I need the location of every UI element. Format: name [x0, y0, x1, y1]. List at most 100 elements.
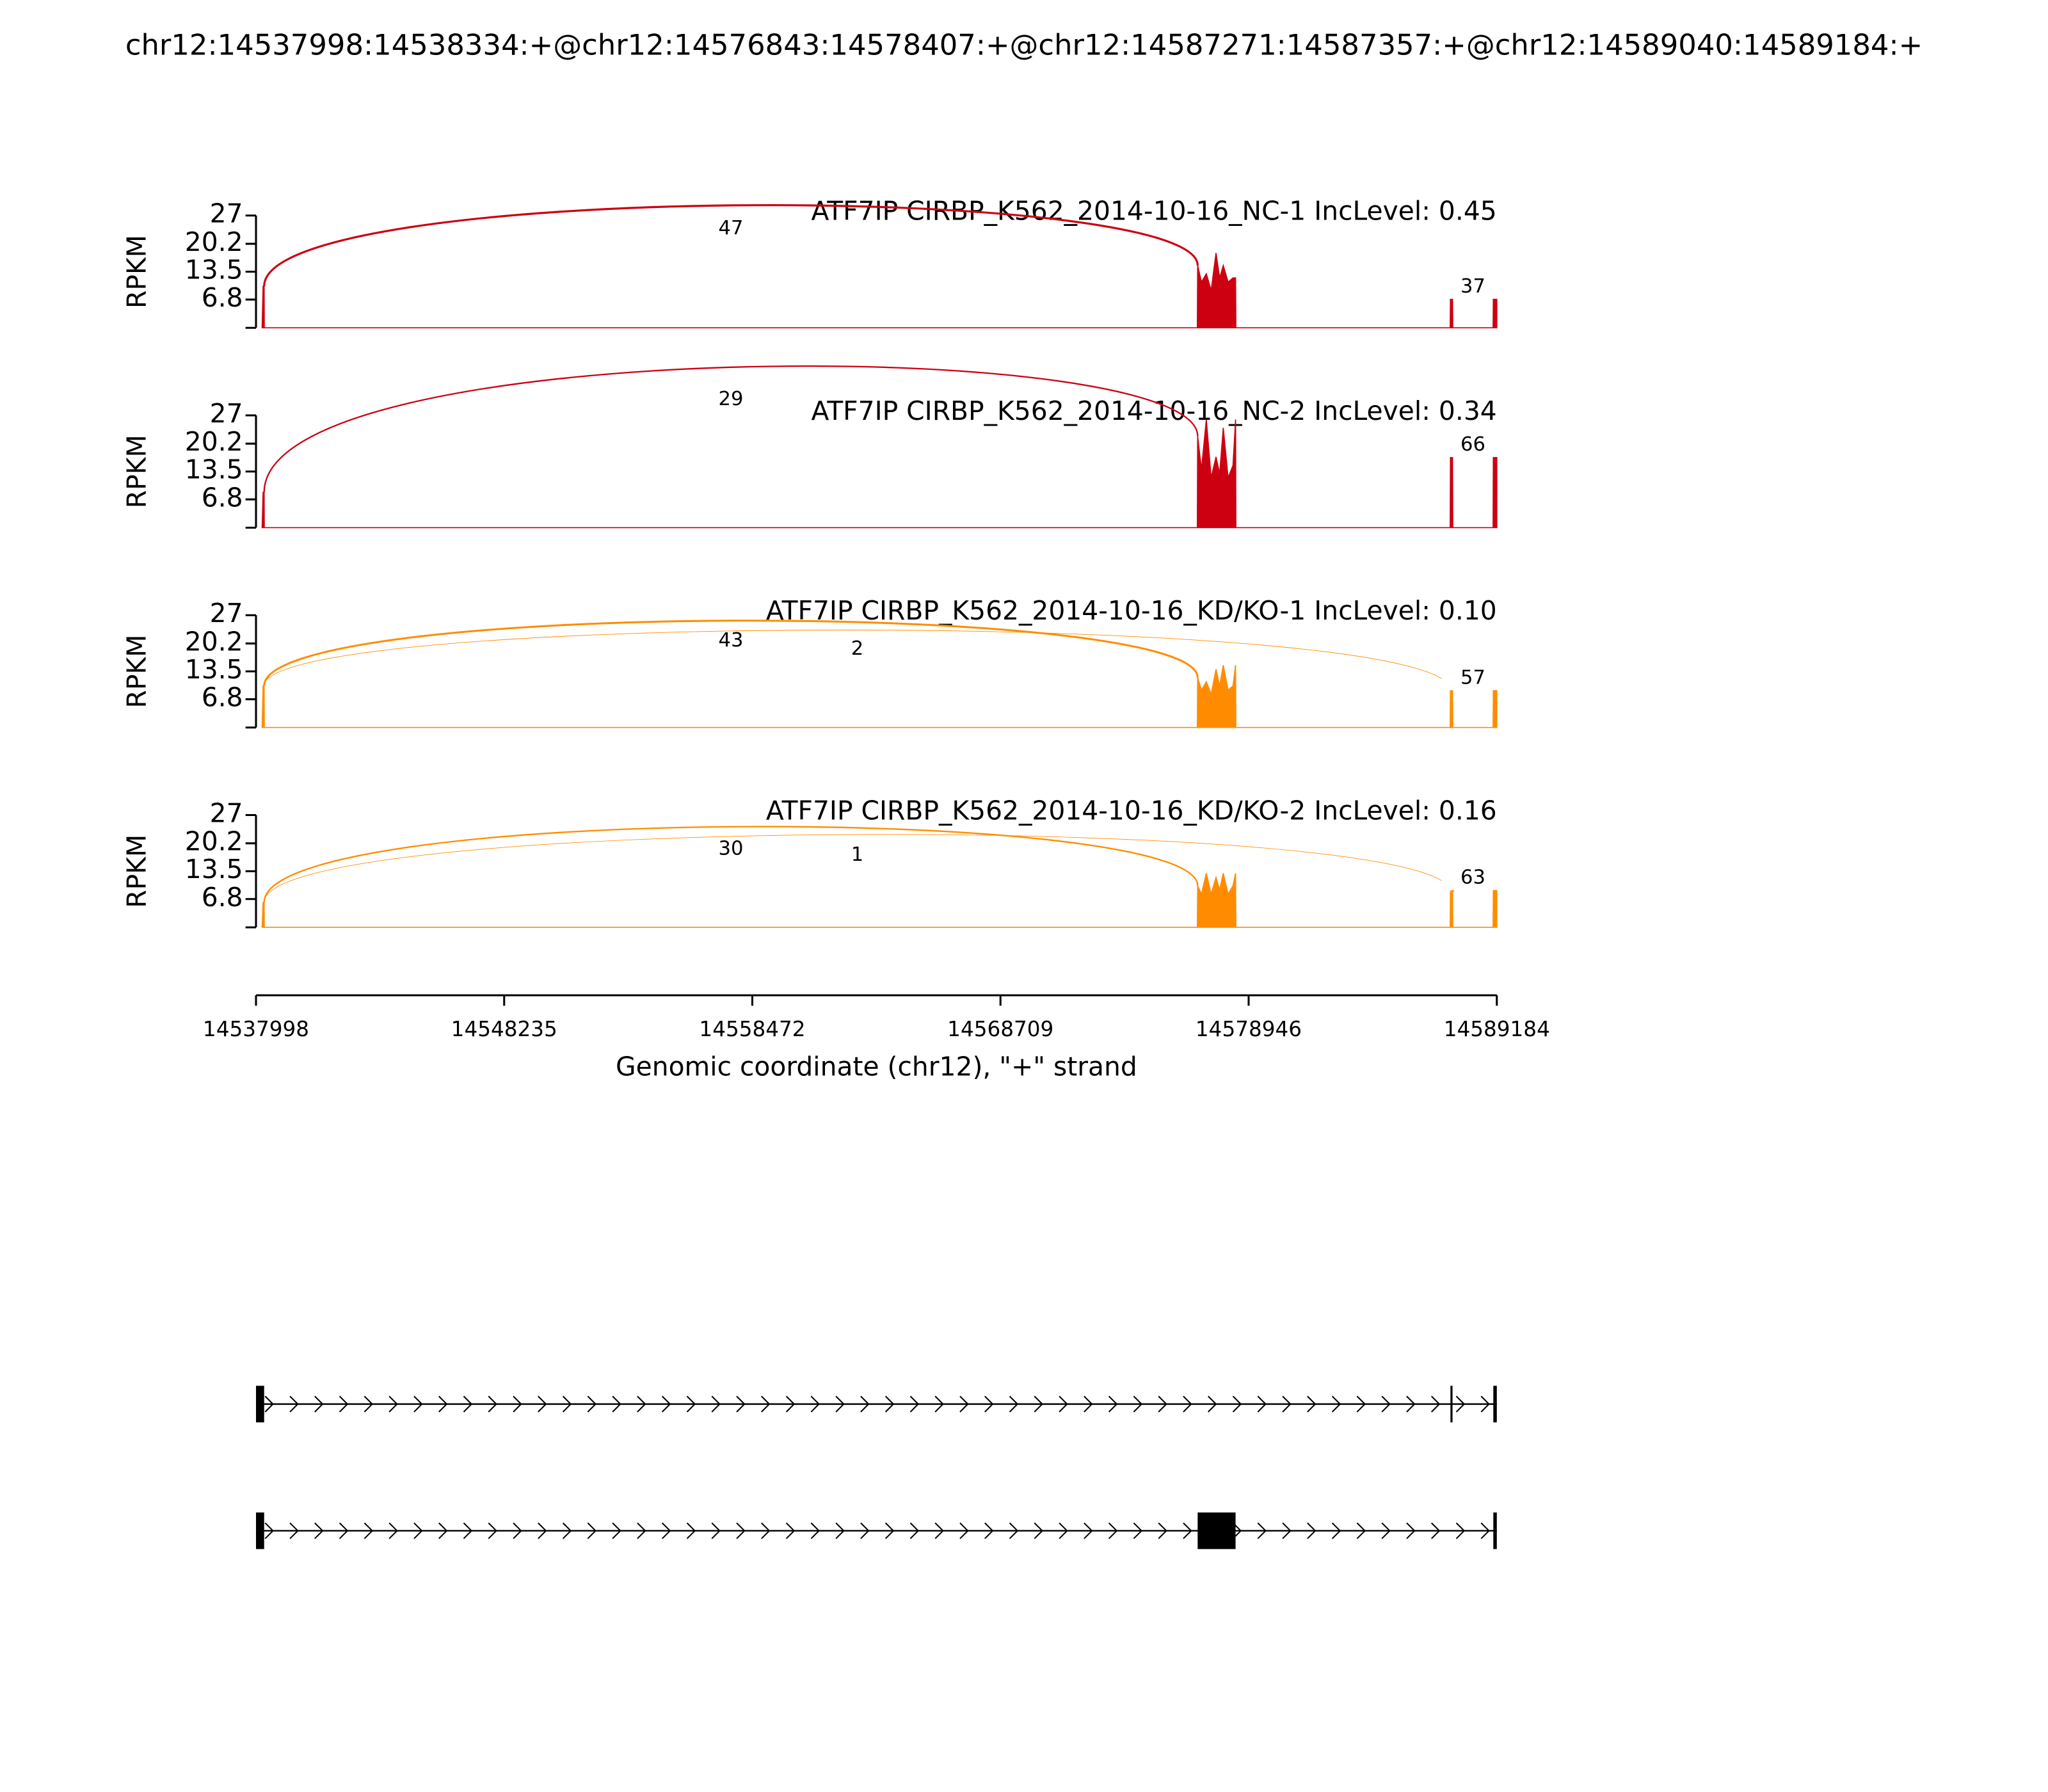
exon: [1493, 1386, 1497, 1423]
strand-arrow: [1307, 1522, 1316, 1539]
junction-label-bg: [1441, 866, 1505, 890]
junction-label-bg: [826, 844, 889, 867]
x-axis-label: Genomic coordinate (chr12), "+" strand: [616, 1051, 1137, 1082]
track-title: ATF7IP CIRBP_K562_2014-10-16_NC-2 IncLev…: [812, 396, 1497, 426]
y-axis-label: RPKM: [121, 235, 152, 308]
y-tick-label: 27: [210, 198, 243, 229]
strand-arrow: [339, 1395, 349, 1412]
strand-arrow: [339, 1522, 349, 1539]
strand-arrow: [1059, 1395, 1068, 1412]
y-tick-label: 20.2: [185, 227, 243, 257]
strand-arrow: [463, 1522, 473, 1539]
y-axis-label: RPKM: [121, 635, 152, 708]
strand-arrow: [1381, 1395, 1391, 1412]
strand-arrow: [488, 1522, 497, 1539]
strand-arrow: [959, 1395, 969, 1412]
strand-arrow: [1455, 1522, 1466, 1539]
strand-arrow: [1431, 1522, 1441, 1539]
junction-label-bg: [700, 837, 763, 861]
junction-arc: [264, 834, 1451, 902]
junction-label-bg: [700, 387, 763, 412]
exon: [1197, 1512, 1236, 1549]
x-tick-label: 14558472: [699, 1017, 805, 1041]
strand-arrow: [388, 1395, 398, 1412]
y-tick-label: 13.5: [185, 254, 243, 285]
junction-arc: [263, 620, 1199, 686]
junction-label-bg: [1441, 275, 1505, 299]
junction-arc: [264, 629, 1451, 691]
junction-label: 43: [719, 629, 744, 652]
y-tick-label: 27: [210, 797, 243, 828]
track-title: ATF7IP CIRBP_K562_2014-10-16_KD/KO-1 Inc…: [766, 595, 1497, 626]
x-tick-label: 14578946: [1196, 1017, 1302, 1041]
strand-arrow: [513, 1522, 522, 1539]
strand-arrow: [289, 1522, 299, 1539]
y-tick-label: 27: [210, 398, 243, 429]
strand-arrow: [1183, 1395, 1192, 1412]
strand-arrow: [984, 1395, 994, 1412]
strand-arrow: [637, 1395, 646, 1412]
strand-arrow: [1282, 1522, 1292, 1539]
strand-arrow: [289, 1395, 299, 1412]
strand-arrow: [835, 1522, 845, 1539]
strand-arrow: [1133, 1395, 1143, 1412]
strand-arrow: [538, 1395, 547, 1412]
exon: [1493, 1512, 1497, 1549]
junction-label: 2: [851, 637, 863, 660]
strand-arrow: [860, 1395, 870, 1412]
y-tick-label: 27: [210, 598, 243, 628]
strand-arrow: [934, 1395, 944, 1412]
y-tick-label: 6.8: [202, 882, 243, 913]
x-tick-label: 14548235: [451, 1017, 557, 1041]
coverage: [261, 665, 1498, 728]
y-tick-label: 6.8: [202, 682, 243, 713]
strand-arrow: [612, 1395, 621, 1412]
strand-arrow: [314, 1522, 324, 1539]
strand-arrow: [587, 1522, 597, 1539]
strand-arrow: [934, 1522, 944, 1539]
strand-arrow: [1084, 1522, 1093, 1539]
strand-arrow: [314, 1395, 324, 1412]
strand-arrow: [1232, 1395, 1242, 1412]
strand-arrow: [810, 1395, 820, 1412]
strand-arrow: [1331, 1522, 1341, 1539]
strand-arrow: [785, 1395, 796, 1412]
strand-arrow: [1133, 1522, 1143, 1539]
y-axis-label: RPKM: [121, 835, 152, 908]
strand-arrow: [1158, 1522, 1167, 1539]
strand-arrow: [1257, 1522, 1267, 1539]
strand-arrow: [1208, 1395, 1217, 1412]
coverage: [261, 873, 1498, 928]
strand-arrow: [1455, 1395, 1466, 1412]
junction-label: 1: [851, 844, 863, 866]
strand-arrow: [1282, 1395, 1292, 1412]
track-title: ATF7IP CIRBP_K562_2014-10-16_NC-1 IncLev…: [812, 196, 1497, 227]
strand-arrow: [661, 1395, 671, 1412]
strand-arrow: [909, 1395, 920, 1412]
strand-arrow: [463, 1395, 473, 1412]
y-tick-label: 6.8: [202, 482, 243, 513]
junction-label: 66: [1460, 433, 1485, 456]
junction-label-bg: [700, 629, 763, 653]
strand-arrow: [860, 1522, 870, 1539]
strand-arrow: [761, 1395, 771, 1412]
strand-arrow: [1009, 1522, 1019, 1539]
exon: [256, 1512, 264, 1549]
strand-arrow: [1084, 1395, 1093, 1412]
strand-arrow: [1108, 1395, 1118, 1412]
coverage: [261, 253, 1498, 329]
strand-arrow: [661, 1522, 671, 1539]
x-tick-label: 14537998: [203, 1017, 309, 1041]
junction-label: 57: [1460, 666, 1485, 689]
junction-label-bg: [700, 217, 763, 241]
strand-arrow: [1034, 1522, 1044, 1539]
strand-arrow: [711, 1522, 721, 1539]
junction-label-bg: [1441, 666, 1505, 691]
strand-arrow: [1480, 1395, 1490, 1412]
strand-arrow: [1480, 1522, 1490, 1539]
y-tick-label: 20.2: [185, 626, 243, 657]
strand-arrow: [637, 1522, 646, 1539]
strand-arrow: [884, 1395, 895, 1412]
strand-arrow: [835, 1395, 845, 1412]
